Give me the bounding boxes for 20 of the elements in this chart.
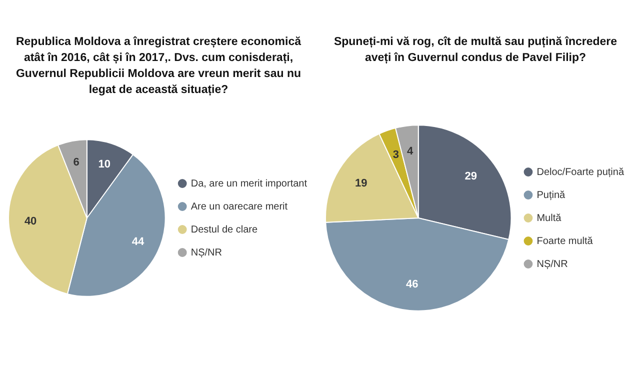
data-label: 44 bbox=[132, 236, 146, 248]
legend-label: NȘ/NR bbox=[190, 247, 222, 258]
data-label: 19 bbox=[355, 177, 368, 190]
data-label: 3 bbox=[392, 149, 399, 162]
legend-label: Puțină bbox=[536, 190, 566, 201]
chart-title: Spuneți-mi vă rog, cît de multă sau puțină încredere aveți în Guvernul condus de Pavel Filip? bbox=[332, 35, 618, 66]
data-label: 10 bbox=[98, 158, 110, 170]
legend-label: Da, are un merit important bbox=[190, 178, 308, 190]
legend-label: Are un oarecare merit bbox=[190, 201, 288, 212]
legend-label: Multă bbox=[536, 212, 562, 224]
legend-label: Foarte multă bbox=[536, 236, 594, 247]
data-label: 29 bbox=[464, 170, 477, 183]
data-label: 4 bbox=[407, 146, 414, 158]
legend-label: NȘ/NR bbox=[536, 258, 568, 270]
chart-title: Republica Moldova a înregistrat creștere economică atât în 2016, cât și în 2017,. Dvs. cum conisderați, Guvernul Republicii Moldova are vreun merit sau nu legat de această situație? bbox=[14, 35, 302, 98]
legend-label: Deloc/Foarte puțină bbox=[536, 166, 624, 178]
data-label: 6 bbox=[73, 156, 80, 169]
data-label: 46 bbox=[406, 278, 418, 291]
legend-label: Destul de clare bbox=[190, 224, 258, 236]
data-label: 40 bbox=[24, 216, 37, 228]
